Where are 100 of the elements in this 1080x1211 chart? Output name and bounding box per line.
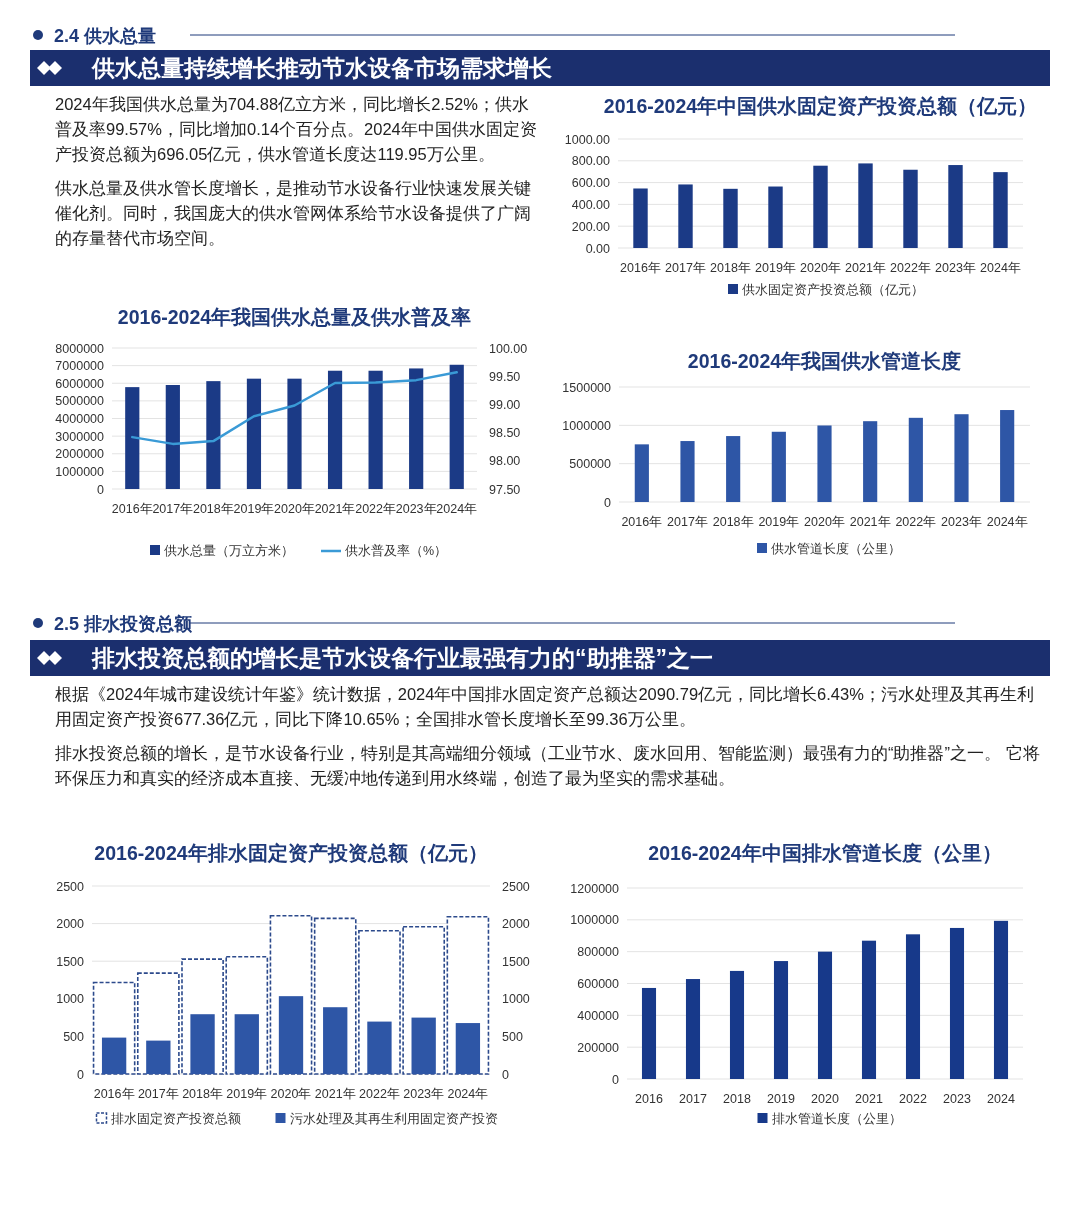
y-tick-label: 5000000 [55,394,105,409]
x-tick-label: 2018年 [182,1087,223,1101]
y-tick-label: 0.00 [585,241,611,256]
y-tick-label: 1500 [56,954,85,969]
legend-label: 污水处理及其再生利用固定资产投资 [289,1112,498,1126]
y2-tick-label: 99.50 [489,369,521,384]
y2-tick-label: 0 [502,1067,509,1082]
x-tick-label: 2023年 [941,515,982,529]
x-tick-label: 2024年 [447,1087,489,1101]
x-tick-label: 2020 [811,1092,839,1106]
bar [367,1021,392,1074]
y-tick-label: 1000000 [562,418,612,433]
text: 供水总量持续增长推动节水设备市场需求增长 [30,50,1050,86]
text: 排水投资总额的增长，是节水设备行业，特别是其高端细分领域（工业节水、废水回用、智能监测）最强有力的“助推器”之一。 它将环保压力和真实的经济成本直接、无缓冲地传递到用水终端，创造了最为坚实的需求基础。 [55,743,1040,789]
bar [634,444,649,502]
y-tick-label: 2000000 [55,447,105,462]
x-tick-label: 2019 [767,1092,795,1106]
x-tick-label: 2018年 [710,261,751,275]
y-tick-label: 0 [77,1067,85,1082]
bar [146,1040,171,1074]
chart-title: 2016-2024年我国供水总量及供水普及率 [117,306,472,328]
y-tick-label: 1000000 [570,913,620,928]
y-tick-label: 500000 [569,457,612,472]
x-tick-label: 2019年 [758,515,800,529]
x-tick-label: 2020年 [800,261,841,275]
bar [768,186,783,248]
bar [680,441,695,502]
x-tick-label: 2023年 [403,1087,445,1101]
x-tick-label: 2019年 [233,502,275,516]
text: 2.4 供水总量 [54,26,157,46]
x-tick-label: 2016年 [620,261,661,275]
bar [641,987,657,1079]
x-tick-label: 2017 [679,1092,707,1106]
x-tick-label: 2016 [635,1092,663,1106]
bar [813,165,828,248]
chart-title: 2016-2024年我国供水管道长度 [687,350,962,372]
x-tick-label: 2021 [855,1092,883,1106]
bar [729,970,745,1079]
bar [817,951,833,1079]
y-tick-label: 1000 [56,992,85,1007]
bar [908,417,923,502]
legend-label: 供水管道长度（公里） [771,541,901,556]
legend-label: 排水管道长度（公里） [771,1111,902,1126]
x-tick-label: 2022 [899,1092,927,1106]
y-tick-label: 2000 [56,917,85,932]
x-tick-label: 2021年 [314,1087,356,1101]
chart-title: 2016-2024年中国供水固定资产投资总额（亿元） [603,95,1038,117]
y-tick-label: 800000 [577,945,620,960]
y-tick-label: 4000000 [55,412,105,426]
x-tick-label: 2024年 [436,502,478,516]
y2-tick-label: 500 [502,1029,523,1044]
line-series [131,371,458,446]
y-tick-label: 200.00 [571,219,611,234]
x-tick-label: 2018 [723,1092,751,1106]
x-tick-label: 2024年 [986,515,1028,529]
x-tick-label: 2016年 [111,502,153,516]
bar [278,996,304,1074]
bar [817,425,832,502]
x-tick-label: 2022年 [359,1087,400,1101]
x-tick-label: 2020年 [804,515,845,529]
x-tick-label: 2023年 [935,261,976,275]
y2-tick-label: 100.00 [489,341,528,356]
bar [773,961,789,1079]
bar [858,163,873,248]
y2-tick-label: 1000 [502,992,530,1007]
y-tick-label: 7000000 [55,359,105,374]
chart-title: 2016-2024年中国排水管道长度（公里） [648,842,1002,864]
bar [190,1014,215,1074]
y-tick-label: 3000000 [55,429,105,444]
bar [905,934,921,1079]
bar [455,1023,481,1074]
bar [1000,410,1015,502]
bar [323,1007,348,1074]
bar [726,436,741,502]
y2-tick-label: 97.50 [489,482,521,497]
x-tick-label: 2017年 [137,1087,179,1101]
bar [234,1014,259,1074]
x-tick-label: 2021年 [314,502,356,516]
y2-tick-label: 1500 [502,954,530,969]
bar [903,169,918,248]
x-tick-label: 2018年 [192,502,234,516]
y-tick-label: 500 [63,1029,85,1044]
text: 排水投资总额的增长是节水设备行业最强有力的“助推器”之一 [30,640,1050,676]
legend-label: 供水固定资产投资总额（亿元） [742,283,924,297]
x-tick-label: 2018年 [712,515,754,529]
bar [993,920,1009,1079]
bar [863,421,878,502]
x-tick-label: 2017年 [667,515,708,529]
text: 2024年我国供水总量为704.88亿立方米，同比增长2.52%；供水普及率99.57%，同比增加0.14个百分点。2024年中国供水固定资产投资总额为696.05亿元，供水管道长度达119.95万公里。 [55,94,538,165]
y2-tick-label: 2000 [502,917,530,932]
y2-tick-label: 98.00 [489,454,521,469]
bar [948,165,963,248]
bar [411,1017,436,1074]
y-tick-label: 2500 [56,879,85,894]
text: 根据《2024年城市建设统计年鉴》统计数据，2024年中国排水固定资产总额达2090.79亿元，同比增长6.43%；污水处理及其再生利用固定资产投资677.36亿元，同比下降10.65%；全国排水管长度增长至99.36万公里。 [55,684,1035,730]
y-tick-label: 800.00 [571,154,611,169]
y-tick-label: 1000000 [55,464,105,479]
bar [954,414,969,502]
bar [101,1037,127,1074]
y-tick-label: 1000.00 [564,132,611,147]
